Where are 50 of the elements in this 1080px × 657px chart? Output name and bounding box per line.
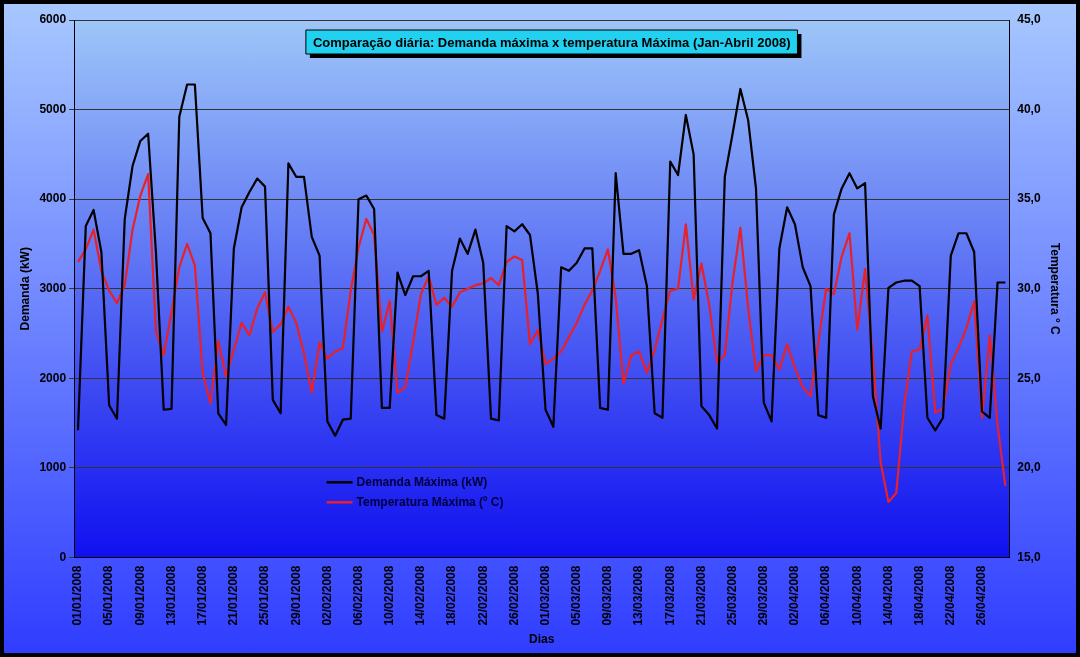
text: Comparação diária: Demanda máxima x temperatura Máxima (Jan-Abril 2008) [312, 34, 791, 50]
y2-tick-label: 35,0 [1017, 191, 1041, 206]
y2-tick-label: 15,0 [1017, 549, 1041, 564]
x-tick-label: 21/01/2008 [226, 565, 241, 626]
x-tick-label: 02/04/2008 [787, 565, 802, 626]
x-tick-label: 22/04/2008 [943, 565, 958, 626]
x-tick-label: 26/02/2008 [506, 565, 521, 626]
x-tick-label: 14/02/2008 [413, 565, 428, 626]
x-tick-label: 01/01/2008 [70, 565, 85, 626]
x-tick-label: 01/03/2008 [537, 565, 552, 626]
legend-label: Demanda Máxima (kW) [356, 474, 488, 489]
y-tick-label: 6000 [39, 12, 67, 27]
y2-axis-title: Temperatura ° C [1048, 242, 1063, 336]
y-tick-label: 4000 [39, 191, 67, 206]
x-tick-label: 26/04/2008 [974, 565, 989, 626]
y-tick-label: 1000 [39, 460, 67, 475]
x-tick-label: 06/04/2008 [818, 565, 833, 626]
x-tick-label: 05/03/2008 [569, 565, 584, 626]
x-tick-label: 17/01/2008 [194, 565, 209, 626]
x-tick-label: 29/03/2008 [756, 565, 771, 626]
y-tick-label: 2000 [39, 370, 67, 385]
x-tick-label: 09/03/2008 [600, 565, 615, 626]
y2-tick-label: 45,0 [1017, 12, 1041, 27]
x-tick-label: 21/03/2008 [693, 565, 708, 626]
x-tick-label: 09/01/2008 [132, 565, 147, 626]
y2-tick-label: 20,0 [1017, 460, 1041, 475]
y-tick-label: 3000 [39, 281, 67, 296]
x-axis-title: Dias [528, 632, 555, 647]
x-tick-label: 02/02/2008 [319, 565, 334, 626]
y2-tick-label: 30,0 [1017, 281, 1041, 296]
x-tick-label: 14/04/2008 [880, 565, 895, 626]
x-tick-label: 25/03/2008 [724, 565, 739, 626]
y-tick-label: 5000 [39, 101, 67, 116]
x-tick-label: 25/01/2008 [257, 565, 272, 626]
x-tick-label: 06/02/2008 [350, 565, 365, 626]
x-tick-label: 10/04/2008 [849, 565, 864, 626]
x-tick-label: 05/01/2008 [101, 565, 116, 626]
x-tick-label: 18/04/2008 [911, 565, 926, 626]
x-tick-label: 10/02/2008 [382, 565, 397, 626]
x-tick-label: 29/01/2008 [288, 565, 303, 626]
x-tick-label: 17/03/2008 [662, 565, 677, 626]
x-tick-label: 22/02/2008 [475, 565, 490, 626]
x-tick-label: 13/03/2008 [631, 565, 646, 626]
y2-tick-label: 25,0 [1017, 370, 1041, 385]
y-tick-label: 0 [59, 549, 67, 564]
x-tick-label: 18/02/2008 [444, 565, 459, 626]
y-axis-title: Demanda (kW) [17, 247, 32, 331]
x-tick-label: 13/01/2008 [163, 565, 178, 626]
y2-tick-label: 40,0 [1017, 101, 1041, 116]
legend-label: Temperatura Máxima (º C) [356, 494, 504, 509]
